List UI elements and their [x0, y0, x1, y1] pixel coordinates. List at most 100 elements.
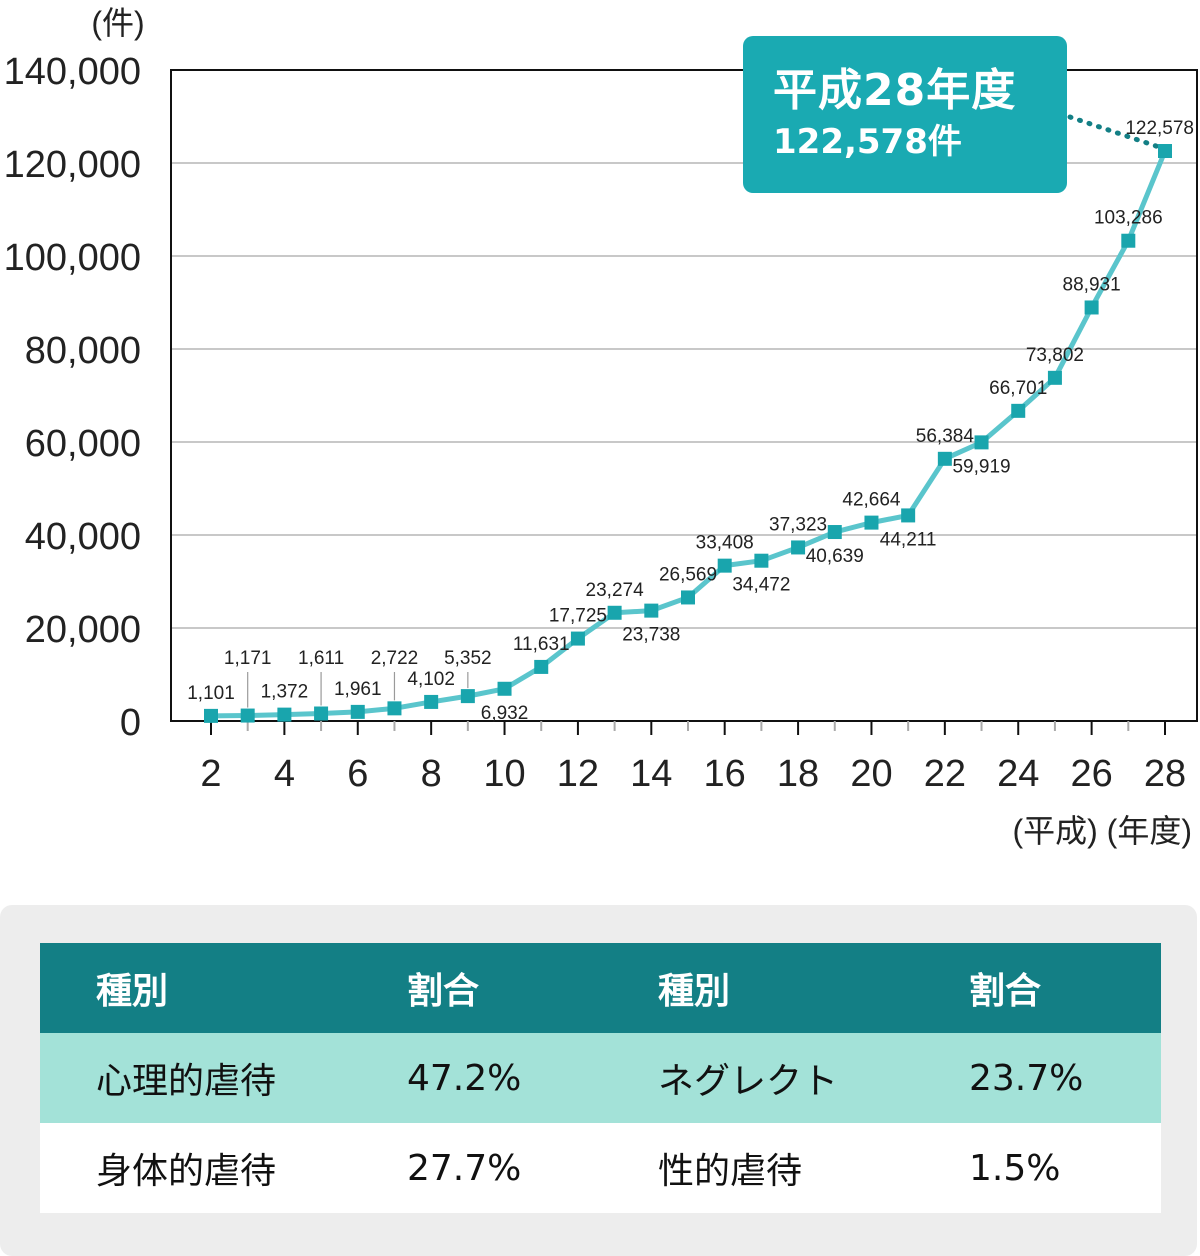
callout-leader: [1067, 114, 1162, 150]
callout-count: 122,578件: [773, 122, 962, 162]
y-tick-label: 20,000: [25, 609, 141, 651]
x-tick-label: 20: [850, 753, 892, 795]
data-point: [570, 631, 585, 646]
data-point: [277, 707, 292, 722]
data-label: 44,211: [880, 529, 937, 550]
data-point: [937, 451, 952, 466]
data-point: [387, 701, 402, 716]
data-point: [460, 689, 475, 704]
plot-frame: [170, 69, 1198, 722]
data-point: [1158, 144, 1172, 159]
data-label: 37,323: [769, 514, 827, 535]
data-point: [791, 540, 806, 555]
data-point: [1084, 300, 1099, 315]
data-label: 122,578: [1125, 118, 1194, 139]
x-tick-label: 2: [200, 753, 221, 795]
data-point: [607, 605, 622, 620]
data-point: [717, 558, 732, 573]
data-label: 23,738: [622, 625, 680, 646]
data-label: 5,352: [444, 648, 492, 669]
y-axis-unit: (件): [91, 5, 144, 41]
y-tick-label: 0: [120, 702, 141, 744]
data-label: 34,472: [732, 575, 790, 596]
data-point: [901, 508, 916, 523]
data-point: [350, 704, 365, 719]
latest-year-callout: 平成28年度 122,578件: [743, 36, 1067, 193]
data-label: 11,631: [513, 634, 570, 655]
y-tick-label: 100,000: [4, 237, 141, 279]
cell-ratio: 1.5%: [913, 1123, 1161, 1213]
data-point: [424, 694, 439, 709]
data-label: 23,274: [586, 580, 645, 601]
data-label: 1,611: [298, 648, 344, 669]
series-line: [210, 150, 1168, 719]
data-label: 40,639: [806, 546, 864, 567]
data-label: 17,725: [549, 606, 607, 627]
y-tick-label: 80,000: [25, 330, 141, 372]
x-tick-label: 26: [1070, 753, 1112, 795]
data-point: [681, 590, 695, 605]
data-point: [644, 603, 659, 618]
data-label: 26,569: [659, 564, 717, 585]
data-point: [1047, 370, 1062, 385]
data-label: 1,171: [224, 648, 272, 669]
data-label: 1,961: [334, 679, 382, 700]
table-header-row: 種別 割合 種別 割合: [40, 943, 1161, 1033]
x-tick-label: 8: [421, 753, 442, 795]
data-label: 33,408: [696, 533, 754, 554]
data-label: 1,372: [261, 682, 309, 703]
data-point: [240, 708, 255, 723]
data-point: [754, 553, 769, 568]
y-tick-label: 40,000: [25, 516, 141, 558]
table-row: 身体的虐待 27.7% 性的虐待 1.5%: [40, 1123, 1161, 1213]
data-point: [1011, 403, 1026, 418]
y-tick-label: 60,000: [25, 423, 141, 465]
data-label: 4,102: [407, 669, 455, 690]
cell-ratio: 27.7%: [351, 1123, 602, 1213]
data-label: 6,932: [481, 703, 529, 724]
data-point: [1121, 233, 1136, 248]
data-point: [204, 708, 218, 723]
data-label: 103,286: [1094, 208, 1163, 229]
x-axis-unit: (平成) (年度): [1012, 813, 1192, 849]
abuse-type-table: 種別 割合 種別 割合 心理的虐待 47.2% ネグレクト 23.7% 身体的虐…: [40, 943, 1161, 1213]
header-ratio-2: 割合: [913, 943, 1161, 1033]
x-tick-label: 14: [630, 753, 672, 795]
cell-type: 心理的虐待: [40, 1033, 351, 1123]
x-tick-label: 10: [483, 753, 525, 795]
cell-ratio: 23.7%: [913, 1033, 1161, 1123]
data-point: [497, 681, 512, 696]
cell-type: 性的虐待: [602, 1123, 913, 1213]
data-label: 59,919: [952, 456, 1010, 477]
x-tick-label: 24: [997, 753, 1039, 795]
cell-type: ネグレクト: [602, 1033, 913, 1123]
data-point: [827, 525, 842, 540]
abuse-cases-line-chart: 0 20,000 40,000 60,000 80,000 100,000 120,000 1…: [4, 5, 1198, 849]
data-label: 56,384: [916, 426, 975, 447]
x-tick-label: 28: [1144, 753, 1186, 795]
data-label: 42,664: [842, 490, 901, 511]
data-label: 2,722: [371, 648, 419, 669]
x-tick-label: 12: [557, 753, 599, 795]
header-type-1: 種別: [40, 943, 351, 1033]
cell-type: 身体的虐待: [40, 1123, 351, 1213]
header-type-2: 種別: [602, 943, 913, 1033]
y-tick-label: 140,000: [4, 51, 141, 93]
data-label: 88,931: [1063, 274, 1121, 295]
table-row: 心理的虐待 47.2% ネグレクト 23.7%: [40, 1033, 1161, 1123]
x-tick-label: 6: [347, 753, 368, 795]
x-tick-label: 18: [777, 753, 819, 795]
y-tick-label: 120,000: [4, 144, 141, 186]
callout-year: 平成28年度: [773, 65, 1017, 116]
x-tick-label: 22: [924, 753, 966, 795]
x-tick-label: 16: [704, 753, 746, 795]
data-point: [974, 435, 989, 450]
data-label: 73,802: [1026, 345, 1084, 366]
data-label: 66,701: [989, 378, 1047, 399]
header-ratio-1: 割合: [351, 943, 602, 1033]
cell-ratio: 47.2%: [351, 1033, 602, 1123]
data-point: [534, 659, 549, 674]
data-point: [864, 515, 879, 530]
data-label: 1,101: [187, 683, 235, 704]
data-point: [314, 706, 329, 721]
